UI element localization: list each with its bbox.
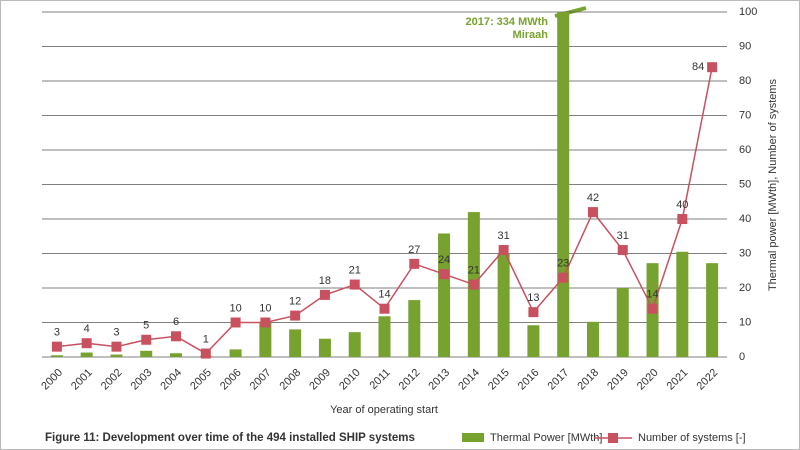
bar bbox=[259, 322, 272, 357]
marker bbox=[498, 245, 509, 256]
bar bbox=[527, 325, 540, 357]
legend-label: Number of systems [-] bbox=[638, 432, 746, 444]
y-tick-label: 30 bbox=[739, 247, 751, 259]
bar bbox=[616, 288, 629, 357]
marker bbox=[141, 334, 152, 345]
data-label: 10 bbox=[259, 302, 271, 314]
data-label: 21 bbox=[468, 264, 480, 276]
bar bbox=[229, 349, 242, 357]
y-tick-label: 0 bbox=[739, 351, 745, 363]
annotation: 2017: 334 MWth bbox=[465, 16, 548, 28]
marker bbox=[439, 269, 450, 280]
y-tick-label: 80 bbox=[739, 75, 751, 87]
bar bbox=[170, 353, 183, 357]
x-axis-label: Year of operating start bbox=[330, 404, 438, 416]
bar bbox=[676, 251, 689, 357]
marker bbox=[81, 338, 92, 349]
data-label: 31 bbox=[498, 230, 510, 242]
bar bbox=[80, 352, 93, 357]
marker bbox=[379, 303, 390, 314]
marker bbox=[51, 341, 62, 352]
annotation: Miraah bbox=[513, 29, 549, 41]
data-label: 14 bbox=[646, 289, 658, 301]
bar bbox=[408, 300, 421, 357]
y-tick-label: 100 bbox=[739, 6, 757, 18]
data-label: 24 bbox=[438, 254, 450, 266]
bar bbox=[378, 316, 391, 357]
bar bbox=[289, 329, 302, 357]
y-axis-label: Thermal power [MWth], Number of systems bbox=[767, 78, 779, 291]
marker bbox=[528, 307, 539, 318]
y-tick-label: 10 bbox=[739, 316, 751, 328]
marker bbox=[558, 272, 569, 283]
bar bbox=[706, 263, 719, 357]
chart-title: Figure 11: Development over time of the … bbox=[45, 432, 415, 444]
data-label: 13 bbox=[527, 292, 539, 304]
data-label: 23 bbox=[557, 258, 569, 270]
marker bbox=[409, 258, 420, 269]
bar bbox=[348, 332, 361, 357]
bar bbox=[497, 253, 510, 357]
y-tick-label: 50 bbox=[739, 178, 751, 190]
marker bbox=[677, 214, 688, 224]
marker bbox=[230, 317, 241, 328]
y-tick-label: 20 bbox=[739, 282, 751, 294]
data-label: 3 bbox=[113, 327, 119, 339]
data-label: 42 bbox=[587, 192, 599, 204]
marker bbox=[587, 207, 598, 218]
data-label: 5 bbox=[143, 320, 149, 332]
data-label: 40 bbox=[676, 199, 688, 211]
marker bbox=[200, 348, 211, 359]
data-label: 4 bbox=[84, 323, 90, 335]
legend-swatch bbox=[462, 433, 484, 442]
marker bbox=[171, 331, 182, 342]
legend-label: Thermal Power [MWth] bbox=[490, 432, 602, 444]
data-label: 14 bbox=[378, 289, 390, 301]
marker bbox=[349, 279, 360, 290]
marker bbox=[468, 279, 479, 290]
data-label: 12 bbox=[289, 296, 301, 308]
bar bbox=[110, 354, 123, 357]
bar bbox=[586, 321, 599, 357]
marker bbox=[111, 341, 122, 352]
data-label: 6 bbox=[173, 316, 179, 328]
y-tick-label: 90 bbox=[739, 40, 751, 52]
data-label: 84 bbox=[692, 61, 704, 73]
marker bbox=[319, 289, 330, 300]
marker bbox=[290, 310, 301, 321]
bar bbox=[50, 355, 63, 357]
marker bbox=[260, 317, 271, 328]
data-label: 27 bbox=[408, 244, 420, 256]
bar bbox=[140, 350, 153, 357]
y-tick-label: 60 bbox=[739, 144, 751, 156]
data-label: 18 bbox=[319, 275, 331, 287]
bar bbox=[438, 233, 451, 357]
data-label: 1 bbox=[203, 333, 209, 345]
bar bbox=[318, 338, 331, 357]
data-label: 21 bbox=[349, 264, 361, 276]
y-tick-label: 70 bbox=[739, 109, 751, 121]
legend-swatch bbox=[608, 433, 618, 443]
marker bbox=[647, 303, 658, 314]
marker bbox=[707, 62, 718, 73]
bar bbox=[557, 12, 570, 358]
marker bbox=[617, 245, 628, 256]
data-label: 31 bbox=[617, 230, 629, 242]
y-tick-label: 40 bbox=[739, 213, 751, 225]
data-label: 3 bbox=[54, 327, 60, 339]
data-label: 10 bbox=[229, 302, 241, 314]
